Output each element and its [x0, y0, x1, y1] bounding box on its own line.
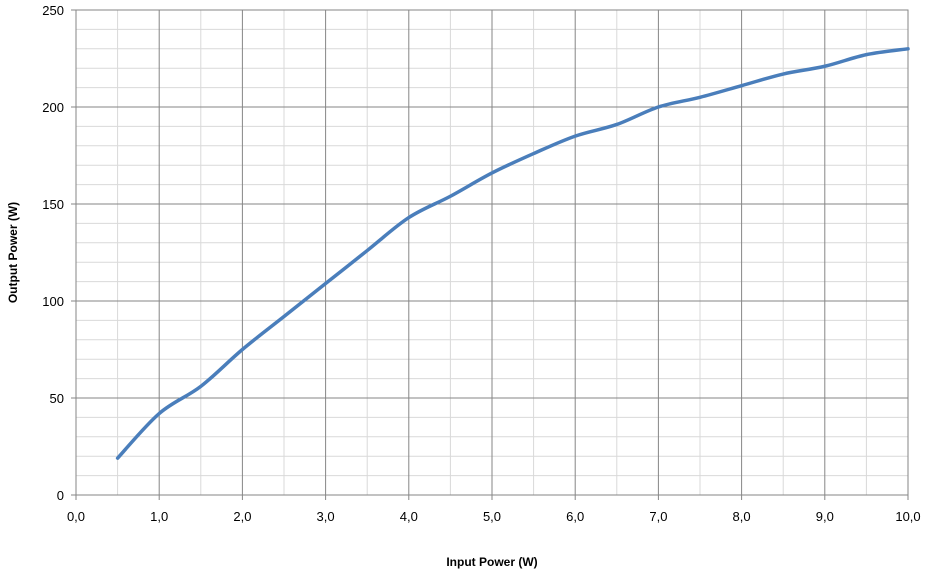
x-tick-label: 10,0: [895, 509, 920, 524]
x-tick-label: 7,0: [649, 509, 667, 524]
x-axis-title: Input Power (W): [446, 555, 537, 569]
y-tick-label: 100: [42, 294, 64, 309]
x-tick-label: 1,0: [150, 509, 168, 524]
y-tick-label: 250: [42, 3, 64, 18]
x-tick-label: 4,0: [400, 509, 418, 524]
y-tick-label: 50: [50, 391, 64, 406]
x-tick-label: 2,0: [233, 509, 251, 524]
x-tick-label: 3,0: [317, 509, 335, 524]
y-tick-labels: 0 50 100 150 200 250: [42, 3, 76, 503]
x-tick-label: 5,0: [483, 509, 501, 524]
y-tick-label: 200: [42, 100, 64, 115]
x-tick-label: 9,0: [816, 509, 834, 524]
x-tick-label: 0,0: [67, 509, 85, 524]
y-tick-label: 150: [42, 197, 64, 212]
x-tick-label: 6,0: [566, 509, 584, 524]
series-line: [115, 47, 910, 460]
x-tick-labels: 0,0 1,0 2,0 3,0 4,0 5,0 6,0 7,0 8,0 9,0 10,0: [67, 495, 921, 524]
y-tick-label: 0: [57, 488, 64, 503]
y-axis-title: Output Power (W): [6, 202, 20, 303]
series-layer: [115, 47, 910, 460]
x-tick-label: 8,0: [733, 509, 751, 524]
